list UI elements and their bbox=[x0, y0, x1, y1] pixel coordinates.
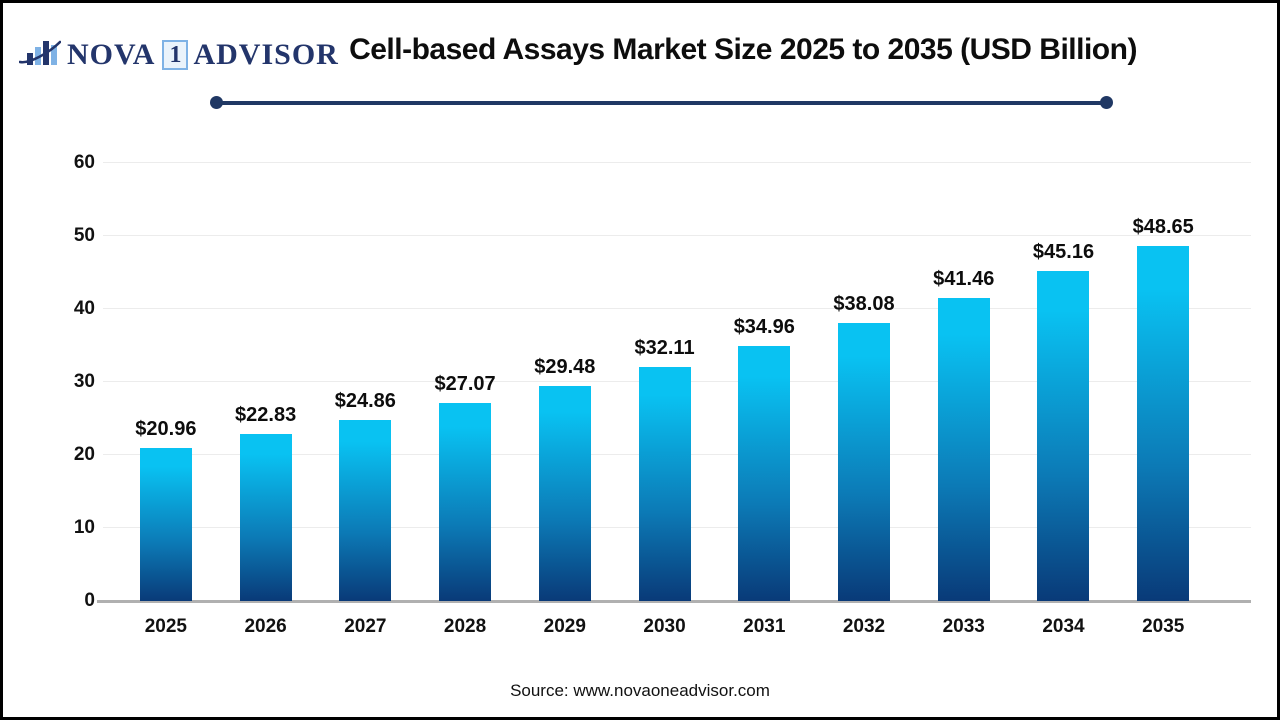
gridline bbox=[103, 162, 1251, 163]
bar-2026 bbox=[239, 434, 292, 601]
bar-value-label: $45.16 bbox=[1032, 241, 1095, 264]
x-axis-label: 2031 bbox=[743, 616, 786, 637]
bar-value-label: $27.07 bbox=[434, 373, 496, 396]
source-text: Source: www.novaoneadvisor.com bbox=[510, 681, 770, 700]
y-axis: 0 10 20 30 40 50 60 bbox=[43, 152, 95, 611]
bar-2025 bbox=[139, 448, 192, 601]
x-axis-label: 2035 bbox=[1142, 616, 1185, 637]
bar-chart-swoosh-icon bbox=[18, 35, 62, 74]
x-axis-label: 2027 bbox=[344, 616, 387, 637]
logo-text-advisor: ADVISOR bbox=[193, 37, 339, 71]
bar-2027 bbox=[339, 419, 392, 601]
bar-2031 bbox=[738, 345, 791, 601]
bar-group: $34.96 bbox=[714, 163, 814, 601]
bar-2034 bbox=[1037, 271, 1090, 601]
bar-group: $24.86 bbox=[315, 163, 415, 601]
bar-value-label: $20.96 bbox=[135, 418, 197, 440]
bar-2033 bbox=[937, 298, 990, 601]
x-axis-label: 2025 bbox=[144, 616, 187, 637]
y-axis-tick-label: 30 bbox=[73, 371, 95, 392]
x-axis-baseline bbox=[97, 600, 1251, 603]
bar-value-label: $24.86 bbox=[334, 389, 396, 412]
bar-group: $38.08 bbox=[814, 163, 914, 601]
x-axis-label: 2032 bbox=[842, 616, 886, 637]
bar-2029 bbox=[538, 385, 591, 601]
bar-value-label: $22.83 bbox=[235, 404, 297, 427]
plot-area: $20.96 $22.83 $24.86 $27.07 $29.48 $32.11 $34.… bbox=[97, 162, 1251, 603]
years-row: 2025 2026 2027 2028 2029 2030 2031 2032 2033 2034… bbox=[103, 616, 1251, 638]
x-axis-label: 2034 bbox=[1042, 616, 1085, 637]
x-axis-label: 2029 bbox=[543, 616, 586, 637]
x-axis-label: 2030 bbox=[643, 616, 686, 637]
bar-value-label: $38.08 bbox=[833, 293, 895, 316]
title-underline-rule bbox=[210, 96, 1113, 109]
x-axis-label: 2033 bbox=[942, 616, 985, 637]
bar-value-label: $41.46 bbox=[933, 268, 995, 291]
x-axis-label: 2028 bbox=[443, 616, 487, 637]
bar-2032 bbox=[838, 323, 890, 601]
bars-row: $20.96 $22.83 $24.86 $27.07 $29.48 $32.11 $34.… bbox=[103, 163, 1251, 601]
bar-value-label: $32.11 bbox=[634, 336, 695, 359]
bar-group: $20.96 bbox=[116, 163, 216, 601]
bar-value-label: $29.48 bbox=[534, 355, 596, 378]
gridline bbox=[103, 308, 1251, 310]
chart-title: Cell-based Assays Market Size 2025 to 20… bbox=[349, 33, 1137, 66]
bar-group: $27.07 bbox=[415, 163, 515, 601]
y-axis-tick-label: 0 bbox=[84, 590, 95, 611]
logo-text-nova: NOVA bbox=[67, 37, 156, 71]
x-axis-label: 2026 bbox=[244, 616, 287, 637]
y-axis-tick-label: 50 bbox=[73, 225, 95, 246]
bar-group: $48.65 bbox=[1113, 163, 1213, 601]
bar-2028 bbox=[439, 403, 492, 601]
nova-one-advisor-logo: NOVA 1 ADVISOR bbox=[18, 35, 339, 74]
bar-group: $45.16 bbox=[1014, 163, 1114, 601]
bar-group: $22.83 bbox=[216, 163, 316, 601]
logo-one-badge: 1 bbox=[162, 39, 189, 70]
y-axis-tick-label: 40 bbox=[73, 298, 95, 320]
bar-group: $41.46 bbox=[914, 163, 1014, 601]
y-axis-tick-label: 20 bbox=[73, 444, 95, 466]
gridline bbox=[103, 235, 1251, 236]
bar-group: $32.11 bbox=[615, 163, 715, 601]
y-axis-tick-label: 10 bbox=[73, 517, 95, 539]
bar-group: $29.48 bbox=[515, 163, 615, 601]
bar-2035 bbox=[1137, 245, 1190, 601]
bar-value-label: $48.65 bbox=[1132, 215, 1194, 238]
y-axis-tick-label: 60 bbox=[73, 152, 95, 173]
bar-2030 bbox=[638, 366, 691, 601]
bar-value-label: $34.96 bbox=[733, 315, 795, 338]
